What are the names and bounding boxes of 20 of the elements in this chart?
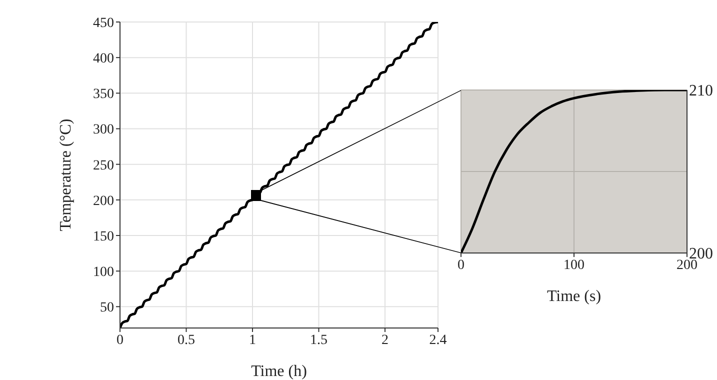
x-tick-label: 2.4 bbox=[429, 332, 447, 348]
x-tick-label: 0 bbox=[116, 332, 124, 348]
y-tick-label: 50 bbox=[100, 300, 114, 316]
x-tick-label: 0 bbox=[458, 258, 464, 273]
y-tick-label: 450 bbox=[93, 16, 114, 31]
y-tick-label: 300 bbox=[93, 122, 114, 138]
x-tick-label: 1 bbox=[249, 332, 256, 348]
y-tick-label: 250 bbox=[93, 158, 114, 174]
x-tick-label: 0.5 bbox=[178, 332, 195, 348]
x-axis-title: Time (h) bbox=[251, 363, 307, 380]
y-tick-label: 400 bbox=[93, 52, 114, 67]
y-tick-label: 200 bbox=[93, 194, 114, 209]
x-tick-label: 1.5 bbox=[310, 332, 328, 348]
y-tick-label: 150 bbox=[93, 229, 114, 244]
y2-tick-label: 210 bbox=[689, 82, 713, 100]
x-tick-label: 100 bbox=[564, 258, 584, 273]
y-axis-title: Temperature (°C) bbox=[58, 118, 75, 232]
x-tick-label: 2 bbox=[382, 332, 388, 348]
x-axis-title: Time (s) bbox=[546, 288, 602, 305]
y-tick-label: 350 bbox=[93, 87, 114, 102]
